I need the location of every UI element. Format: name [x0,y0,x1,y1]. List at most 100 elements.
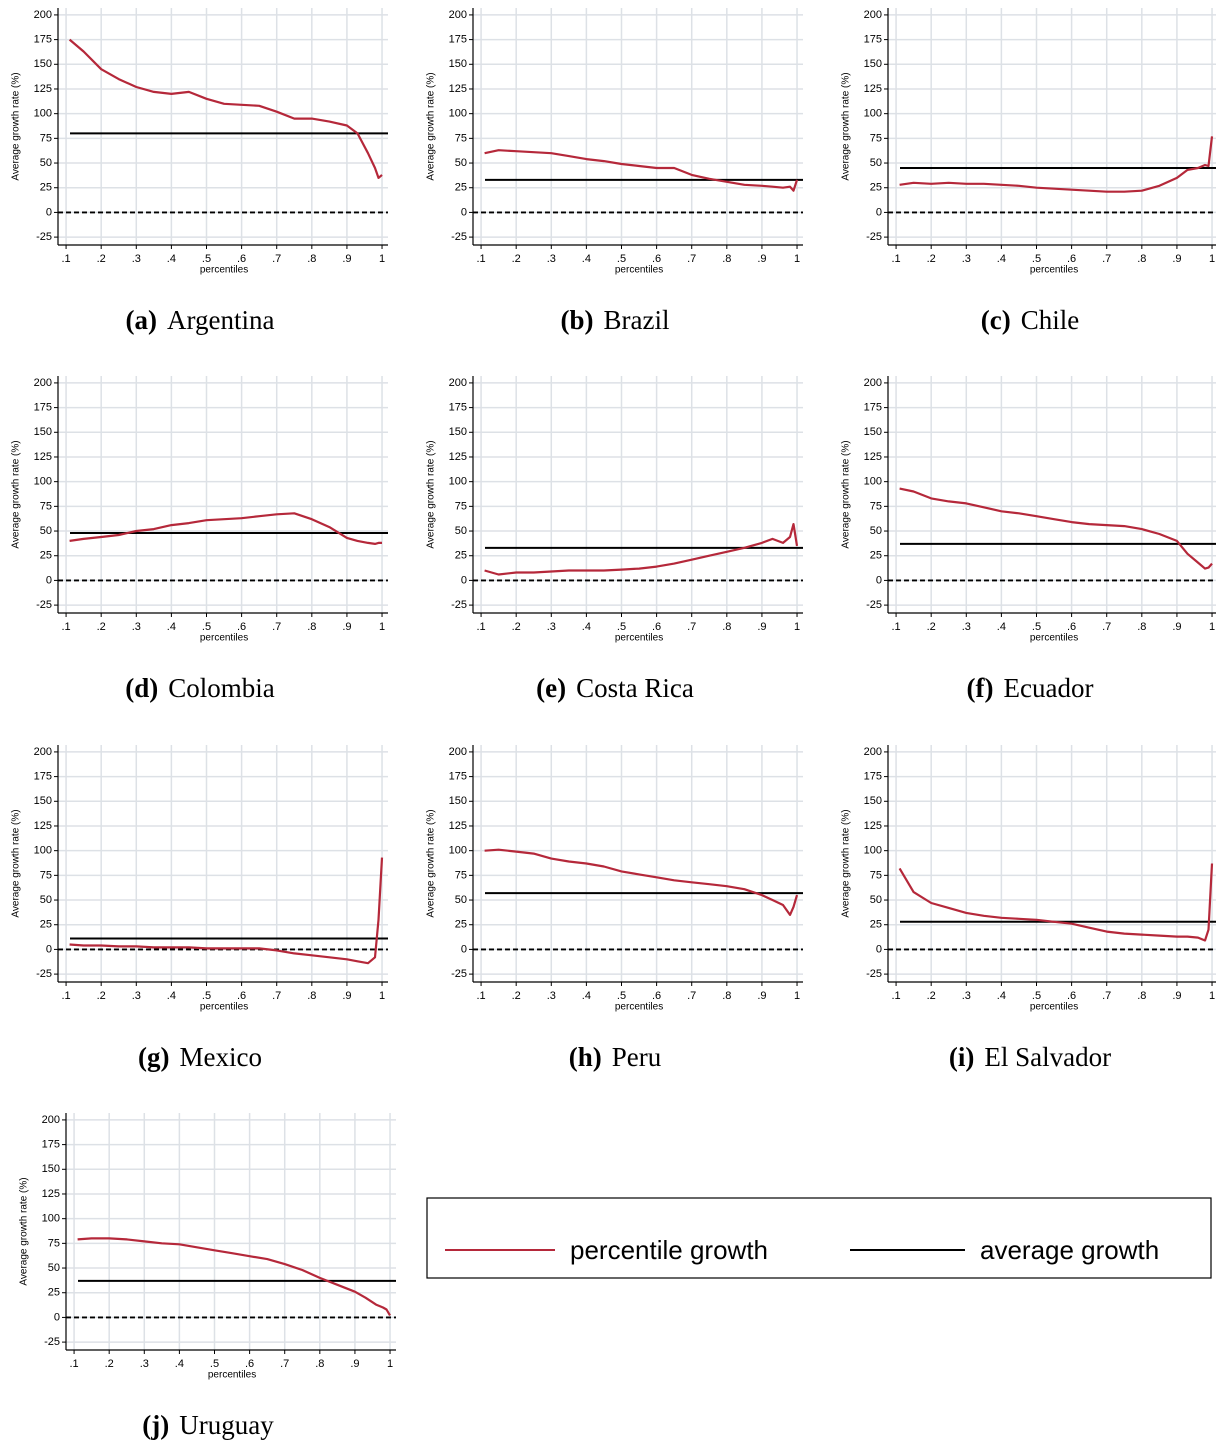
x-tick-label: .8 [1137,253,1146,265]
x-tick-label: .2 [512,621,521,633]
x-tick-label: 1 [379,253,385,265]
caption-label: (g) [138,1042,169,1072]
y-tick-label: 25 [40,919,52,931]
x-tick-label: .9 [757,990,766,1002]
x-axis-title: percentiles [615,1002,663,1013]
x-tick-label: .3 [962,621,971,633]
y-tick-label: 150 [449,426,467,438]
y-tick-label: 100 [34,476,52,488]
percentile-line [69,857,384,965]
y-tick-label: 75 [870,132,882,144]
y-tick-label: 25 [870,919,882,931]
y-tick-label: 175 [864,34,882,46]
x-axis-title: percentiles [1030,265,1078,276]
y-tick-label: 25 [455,550,467,562]
x-tick-label: .5 [210,1358,219,1370]
y-tick-label: 150 [34,426,52,438]
y-tick-label: 200 [449,9,467,21]
panel: -25 0 25 50 75 100 125 150 175 200 .1 .2 .3 .4 .5 .6 .7.… [426,745,803,1072]
x-tick-label: .6 [652,621,661,633]
percentile-line [899,136,1214,193]
y-tick-label: 200 [449,746,467,758]
y-tick-label: 175 [34,402,52,414]
y-axis-title: Average growth rate (%) [11,809,22,917]
caption-label: (e) [536,673,566,703]
caption-label: (j) [142,1410,169,1440]
caption: (f) Ecuador [967,673,1094,703]
y-tick-label: 200 [864,9,882,21]
y-tick-label: 125 [864,451,882,463]
y-tick-label: 200 [864,746,882,758]
y-tick-label: -25 [36,231,52,243]
panel: -25 0 25 50 75 100 125 150 175 200 .1 .2 .3 .4 .5 .6 .7.… [426,376,803,703]
x-tick-label: .1 [69,1358,78,1370]
x-tick-label: .7 [1102,253,1111,265]
caption-title: Uruguay [179,1410,274,1440]
x-tick-label: .1 [891,990,900,1002]
y-tick-label: 100 [864,476,882,488]
x-tick-label: .5 [202,990,211,1002]
percentile-line [68,38,383,179]
caption-title: Brazil [604,305,670,335]
y-tick-label: 75 [870,500,882,512]
y-tick-label: 0 [46,943,52,955]
y-tick-label: 200 [34,377,52,389]
caption-label: (i) [949,1042,974,1072]
y-tick-label: 75 [40,132,52,144]
y-axis-title: Average growth rate (%) [11,72,22,180]
y-tick-label: 50 [48,1262,60,1274]
y-tick-label: 125 [34,451,52,463]
caption: (b) Brazil [561,305,670,335]
y-tick-label: 100 [42,1213,60,1225]
y-tick-label: 50 [455,894,467,906]
x-tick-label: .5 [617,621,626,633]
y-tick-label: 75 [40,869,52,881]
x-tick-label: .9 [1172,990,1181,1002]
percentile-line [484,523,799,576]
y-tick-label: 175 [34,771,52,783]
y-tick-label: -25 [36,968,52,980]
y-tick-label: 25 [455,182,467,194]
y-tick-label: 25 [40,182,52,194]
x-tick-label: .5 [617,990,626,1002]
y-axis-title: Average growth rate (%) [426,440,437,548]
x-tick-label: .7 [1102,621,1111,633]
legend-label: percentile growth [570,1235,768,1265]
x-tick-label: .2 [512,253,521,265]
caption-title: Mexico [180,1042,262,1072]
caption: (j) Uruguay [142,1410,274,1440]
x-axis-title: percentiles [615,633,663,644]
x-tick-label: .8 [1137,990,1146,1002]
percentile-line [898,863,1214,942]
y-tick-label: 200 [34,9,52,21]
caption-title: Chile [1021,305,1080,335]
caption: (i) El Salvador [949,1042,1111,1072]
y-tick-label: 125 [864,820,882,832]
y-tick-label: 100 [449,108,467,120]
x-tick-label: .9 [342,621,351,633]
y-tick-label: 200 [42,1114,60,1126]
y-tick-label: 0 [876,943,882,955]
caption: (a) Argentina [126,305,275,335]
x-tick-label: .8 [307,990,316,1002]
x-tick-label: .3 [962,253,971,265]
panel: -25 0 25 50 75 100 125 150 175 200 .1 .2 .3 .4 .5 .6 .7.… [841,745,1216,1072]
x-tick-label: .3 [962,990,971,1002]
y-tick-label: -25 [866,231,882,243]
x-tick-label: .7 [687,990,696,1002]
x-tick-label: .9 [757,621,766,633]
y-tick-label: -25 [866,968,882,980]
y-tick-label: 125 [34,83,52,95]
x-tick-label: 1 [794,621,800,633]
x-tick-label: .1 [476,253,485,265]
x-tick-label: .6 [652,990,661,1002]
x-tick-label: .1 [61,621,70,633]
caption: (c) Chile [981,305,1079,335]
percentile-line [77,1237,391,1316]
x-tick-label: .4 [167,621,176,633]
y-axis-title: Average growth rate (%) [426,72,437,180]
x-tick-label: .4 [175,1358,184,1370]
y-tick-label: 25 [455,919,467,931]
